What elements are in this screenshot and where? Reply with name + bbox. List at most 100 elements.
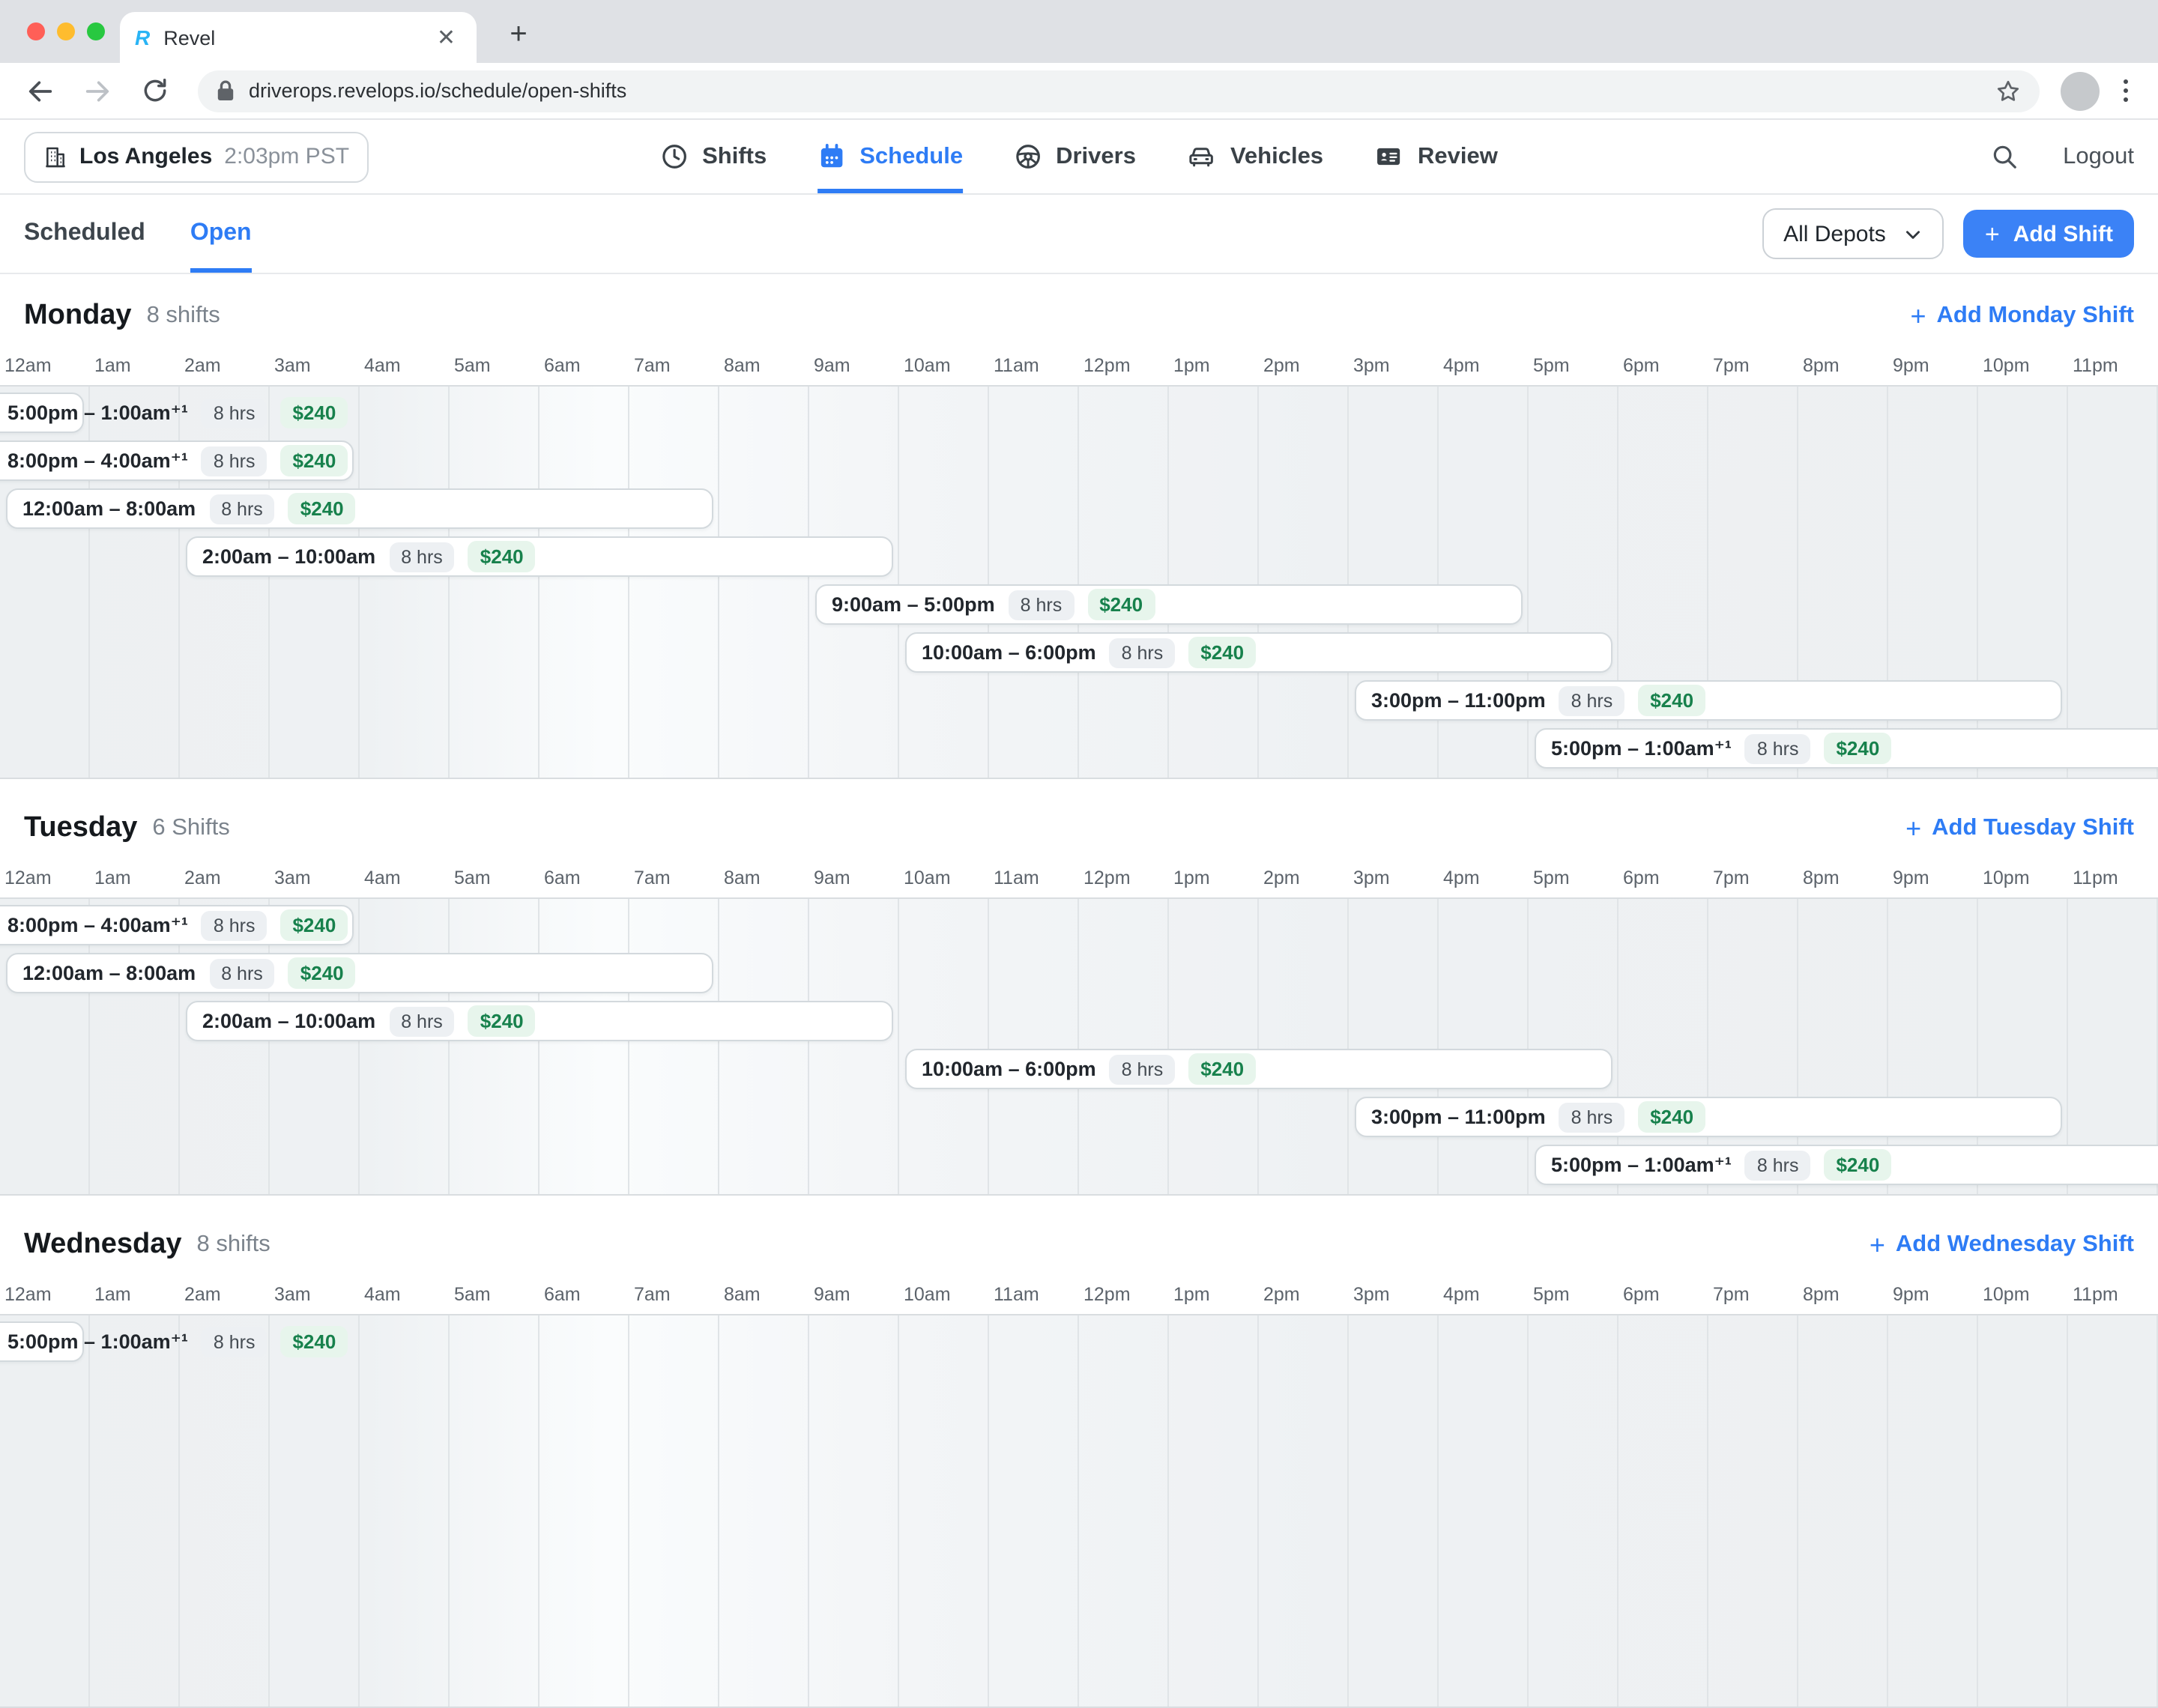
- hour-label: 2pm: [1263, 1284, 1300, 1305]
- shift-duration-badge: 8 hrs: [1744, 733, 1811, 763]
- shift-duration-badge: 8 hrs: [1008, 590, 1075, 620]
- day-section-tuesday: Tuesday 6 Shifts + Add Tuesday Shift 12am 1am…: [0, 779, 2158, 1196]
- add-day-shift-button[interactable]: + Add Monday Shift: [1910, 303, 2134, 330]
- shift-chip[interactable]: 5:00pm – 1:00am⁺¹ 8 hrs $240: [1535, 728, 2158, 769]
- hour-label: 2pm: [1263, 355, 1300, 376]
- url-bar[interactable]: driverops.revelops.io/schedule/open-shif…: [198, 70, 2040, 112]
- browser-menu-icon[interactable]: [2112, 79, 2140, 102]
- window-controls: [27, 22, 105, 40]
- shift-chip[interactable]: 9:00am – 5:00pm 8 hrs $240: [815, 584, 1523, 625]
- nav-item-review[interactable]: Review: [1374, 120, 1498, 193]
- back-icon[interactable]: [18, 70, 63, 112]
- shift-duration-badge: 8 hrs: [1109, 1054, 1176, 1084]
- nav-item-drivers[interactable]: Drivers: [1014, 120, 1136, 193]
- hour-label: 10pm: [1983, 867, 2030, 888]
- logout-button[interactable]: Logout: [2063, 143, 2134, 169]
- nav-item-shifts[interactable]: Shifts: [660, 120, 767, 193]
- shift-duration-badge: 8 hrs: [201, 446, 268, 476]
- shift-pay-badge: $240: [468, 541, 536, 572]
- shift-chip[interactable]: 5:00pm – 1:00am⁺¹ 8 hrs $240: [0, 393, 348, 433]
- nav-item-schedule[interactable]: Schedule: [817, 120, 964, 193]
- shift-chip[interactable]: 10:00am – 6:00pm 8 hrs $240: [905, 1049, 1613, 1089]
- shift-lane: 5:00pm – 1:00am⁺¹ 8 hrs $240 8:00pm – 4:00a…: [0, 385, 2158, 779]
- shift-chip[interactable]: 3:00pm – 11:00pm 8 hrs $240: [1355, 680, 2062, 721]
- shift-pay-badge: $240: [1188, 1053, 1257, 1085]
- main-nav: Shifts Schedule Drivers Vehicles Review: [660, 120, 1498, 193]
- nav-item-label: Schedule: [859, 143, 964, 169]
- hour-label: 2pm: [1263, 867, 1300, 888]
- shift-chip[interactable]: 5:00pm – 1:00am⁺¹ 8 hrs $240: [1535, 1145, 2158, 1185]
- shift-time-range: 10:00am – 6:00pm: [922, 641, 1096, 664]
- browser-tab[interactable]: R Revel ✕: [120, 12, 477, 63]
- hour-label: 7am: [634, 867, 671, 888]
- hour-label: 8am: [724, 355, 761, 376]
- shift-duration-badge: 8 hrs: [1109, 638, 1176, 667]
- hour-label: 6am: [544, 867, 581, 888]
- hour-label: 5am: [454, 1284, 491, 1305]
- tab-open[interactable]: Open: [190, 195, 252, 273]
- bookmark-star-icon[interactable]: [1995, 77, 2022, 104]
- hour-label: 11pm: [2073, 1284, 2118, 1305]
- shift-chip[interactable]: 2:00am – 10:00am 8 hrs $240: [186, 536, 893, 577]
- minimize-window-button[interactable]: [57, 22, 75, 40]
- shift-chip[interactable]: 3:00pm – 11:00pm 8 hrs $240: [1355, 1097, 2062, 1137]
- add-shift-button[interactable]: + Add Shift: [1963, 210, 2134, 258]
- zoom-window-button[interactable]: [87, 22, 105, 40]
- hour-label: 6pm: [1623, 867, 1660, 888]
- add-day-shift-button[interactable]: + Add Wednesday Shift: [1870, 1232, 2134, 1259]
- shift-duration-badge: 8 hrs: [1744, 1150, 1811, 1180]
- url-text[interactable]: driverops.revelops.io/schedule/open-shif…: [249, 79, 627, 102]
- nav-item-vehicles[interactable]: Vehicles: [1187, 120, 1323, 193]
- shift-chip[interactable]: 10:00am – 6:00pm 8 hrs $240: [905, 632, 1613, 673]
- nav-item-label: Shifts: [702, 143, 767, 169]
- tab-close-icon[interactable]: ✕: [436, 25, 456, 50]
- shift-chip[interactable]: 12:00am – 8:00am 8 hrs $240: [6, 488, 713, 529]
- browser-tabstrip: R Revel ✕ +: [0, 0, 2158, 63]
- day-shift-count: 8 shifts: [146, 303, 220, 328]
- depot-filter-dropdown[interactable]: All Depots: [1762, 208, 1944, 259]
- day-header: Monday 8 shifts + Add Monday Shift: [0, 295, 2158, 337]
- shift-chip[interactable]: 5:00pm – 1:00am⁺¹ 8 hrs $240: [0, 1321, 348, 1362]
- hour-label: 3am: [274, 867, 311, 888]
- shift-time-range: 5:00pm – 1:00am⁺¹: [1551, 1153, 1732, 1175]
- shift-lane: 5:00pm – 1:00am⁺¹ 8 hrs $240: [0, 1314, 2158, 1708]
- shift-duration-badge: 8 hrs: [389, 1006, 455, 1036]
- shift-pay-badge: $240: [288, 957, 356, 989]
- search-icon[interactable]: [1989, 142, 2018, 171]
- shift-chip[interactable]: 8:00pm – 4:00am⁺¹ 8 hrs $240: [0, 440, 354, 481]
- shift-time-range: 5:00pm – 1:00am⁺¹: [7, 401, 188, 423]
- hour-label: 5pm: [1533, 1284, 1570, 1305]
- hour-label: 11am: [994, 867, 1039, 888]
- day-title: Wednesday: [24, 1229, 182, 1260]
- hour-label: 9am: [814, 867, 850, 888]
- open-shifts-list: Monday 8 shifts + Add Monday Shift 12am 1am 2a…: [0, 274, 2158, 1708]
- hour-label: 9am: [814, 355, 850, 376]
- shift-duration-badge: 8 hrs: [201, 398, 268, 428]
- close-window-button[interactable]: [27, 22, 45, 40]
- hour-label: 10am: [904, 867, 951, 888]
- day-title: Monday: [24, 300, 132, 331]
- hour-label: 1pm: [1173, 867, 1210, 888]
- add-day-shift-button[interactable]: + Add Tuesday Shift: [1905, 815, 2134, 842]
- shift-chip[interactable]: 12:00am – 8:00am 8 hrs $240: [6, 953, 713, 993]
- shift-duration-badge: 8 hrs: [201, 910, 268, 940]
- forward-icon[interactable]: [75, 70, 120, 112]
- hour-label: 10am: [904, 1284, 951, 1305]
- shift-chip[interactable]: 2:00am – 10:00am 8 hrs $240: [186, 1001, 893, 1041]
- tab-scheduled[interactable]: Scheduled: [24, 219, 145, 245]
- shift-chip[interactable]: 8:00pm – 4:00am⁺¹ 8 hrs $240: [0, 905, 354, 945]
- chevron-down-icon: [1904, 224, 1923, 243]
- hour-label: 12am: [4, 867, 52, 888]
- shift-pay-badge: $240: [468, 1005, 536, 1037]
- shift-duration-badge: 8 hrs: [209, 958, 275, 988]
- new-tab-button[interactable]: +: [510, 17, 528, 50]
- hour-label: 11pm: [2073, 355, 2118, 376]
- hour-label: 4am: [364, 355, 401, 376]
- hour-label: 9pm: [1893, 867, 1929, 888]
- hour-label: 1am: [94, 867, 131, 888]
- reload-icon[interactable]: [132, 70, 177, 112]
- profile-avatar[interactable]: [2061, 71, 2100, 110]
- location-selector[interactable]: Los Angeles 2:03pm PST: [24, 131, 369, 182]
- hour-label: 7am: [634, 1284, 671, 1305]
- shift-pay-badge: $240: [280, 1326, 348, 1357]
